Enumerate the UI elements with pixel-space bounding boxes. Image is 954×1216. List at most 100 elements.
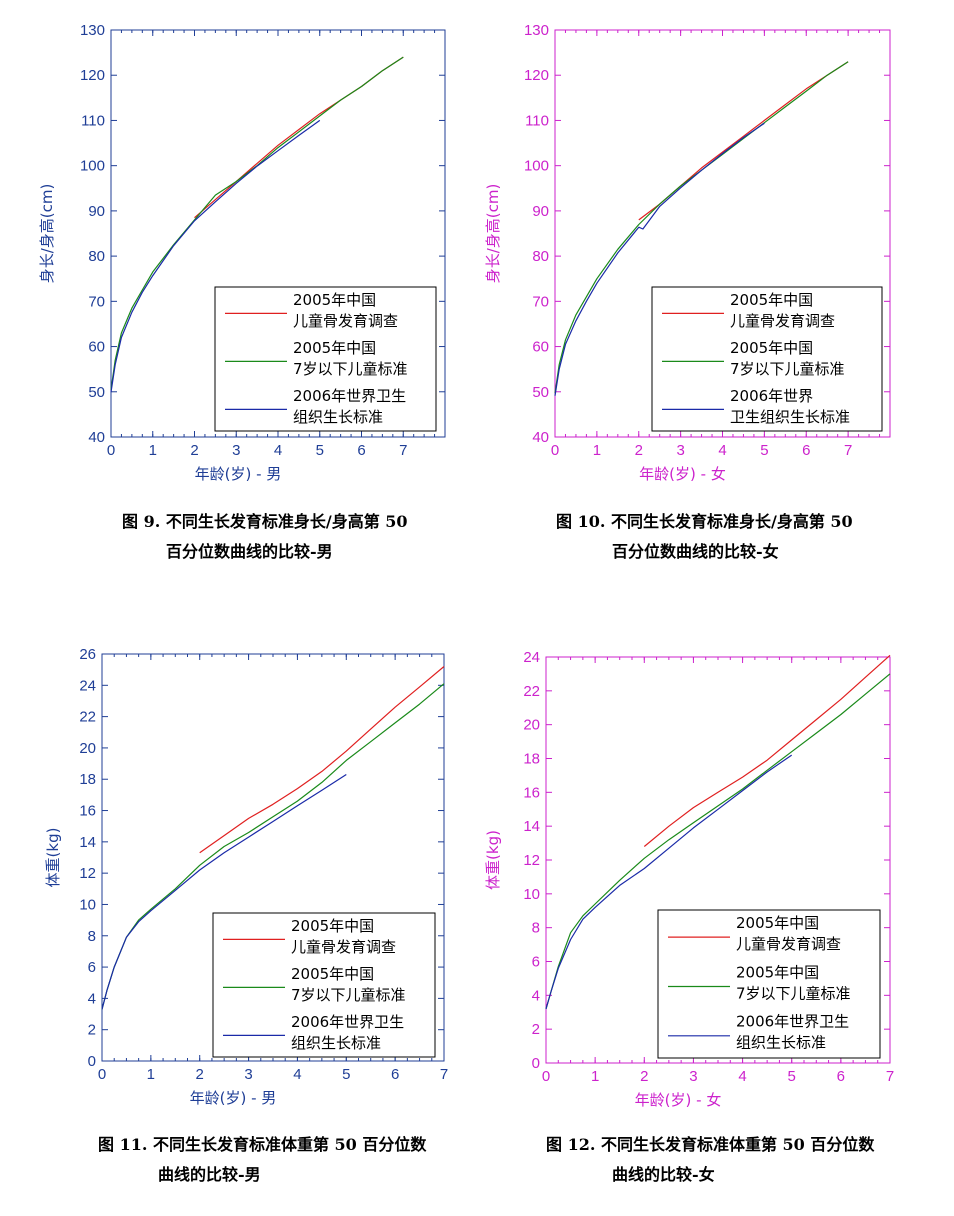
legend-label: 2005年中国 (736, 914, 819, 932)
y-tick-label: 10 (79, 896, 96, 913)
y-tick-label: 24 (523, 649, 540, 666)
legend: 2005年中国儿童骨发育调查2005年中国7岁以下儿童标准2006年世界卫生组织… (214, 286, 437, 432)
x-tick-label: 2 (640, 1068, 648, 1085)
figure-caption-line: 图 12. 不同生长发育标准体重第 50 百分位数 (546, 1135, 875, 1154)
y-tick-label: 80 (532, 248, 549, 265)
x-tick-label: 4 (738, 1068, 746, 1085)
y-tick-label: 8 (532, 920, 540, 937)
y-tick-label: 16 (523, 784, 540, 801)
y-tick-label: 10 (523, 886, 540, 903)
legend-label: 7岁以下儿童标准 (291, 986, 406, 1004)
series-line-blue (110, 119, 321, 393)
y-tick-label: 4 (88, 990, 96, 1007)
series-line-red (199, 666, 445, 854)
legend-label: 组织生长标准 (736, 1034, 826, 1052)
y-axis-label: 身长/身高(cm) (38, 184, 56, 284)
x-tick-label: 7 (399, 442, 407, 459)
x-tick-label: 0 (551, 442, 559, 459)
y-tick-label: 2 (88, 1022, 96, 1039)
x-tick-label: 4 (274, 442, 282, 459)
y-tick-label: 20 (79, 740, 96, 757)
x-tick-label: 0 (98, 1066, 106, 1083)
y-tick-label: 60 (532, 339, 549, 356)
series-line-blue (101, 773, 347, 1010)
legend-label: 儿童骨发育调查 (730, 312, 835, 330)
x-tick-label: 3 (244, 1066, 252, 1083)
legend-label: 2005年中国 (736, 963, 819, 981)
y-tick-label: 100 (80, 158, 105, 175)
x-tick-label: 5 (342, 1066, 350, 1083)
chart-2: 0 1 2 3 4 5 6 74050607080901001101201302005年中国儿… (484, 22, 891, 561)
legend-label: 儿童骨发育调查 (293, 312, 398, 330)
x-tick-label: 0 (542, 1068, 550, 1085)
x-axis-label: 年龄(岁) - 男 (190, 1089, 277, 1107)
x-axis-label: 年龄(岁) - 女 (639, 465, 726, 483)
y-tick-label: 18 (79, 771, 96, 788)
x-tick-label: 5 (788, 1068, 796, 1085)
x-tick-label: 0 (107, 442, 115, 459)
y-axis-label: 体重(kg) (44, 828, 62, 888)
y-tick-label: 110 (525, 112, 549, 129)
y-axis-label: 体重(kg) (484, 830, 502, 890)
x-tick-label: 2 (190, 442, 198, 459)
legend-label: 2006年世界卫生 (736, 1013, 849, 1031)
legend-label: 7岁以下儿童标准 (736, 984, 851, 1002)
legend-label: 2005年中国 (730, 339, 813, 357)
legend-label: 2005年中国 (730, 291, 813, 309)
y-tick-label: 100 (524, 158, 549, 175)
figure-caption-line: 图 11. 不同生长发育标准体重第 50 百分位数 (98, 1135, 427, 1154)
figure-caption-line: 图 10. 不同生长发育标准身长/身高第 50 (556, 512, 853, 531)
x-tick-label: 2 (635, 442, 643, 459)
y-tick-label: 18 (523, 751, 540, 768)
x-tick-label: 1 (593, 442, 601, 459)
legend-box (651, 286, 883, 432)
x-tick-label: 1 (147, 1066, 155, 1083)
x-tick-label: 5 (316, 442, 324, 459)
y-tick-label: 22 (523, 683, 540, 700)
minor-ticks (545, 657, 891, 1063)
y-tick-label: 12 (523, 852, 540, 869)
series-line-red (194, 56, 404, 219)
legend-box (657, 909, 881, 1059)
y-tick-label: 22 (79, 709, 96, 726)
series-line-blue (545, 754, 793, 1010)
legend-label: 2005年中国 (291, 965, 374, 983)
y-tick-label: 0 (532, 1055, 540, 1072)
legend: 2005年中国儿童骨发育调查2005年中国7岁以下儿童标准2006年世界卫生组织… (212, 912, 436, 1058)
legend-label: 2005年中国 (293, 339, 376, 357)
x-tick-label: 1 (149, 442, 157, 459)
legend-box (212, 912, 436, 1058)
legend-label: 7岁以下儿童标准 (293, 360, 408, 378)
y-tick-label: 16 (79, 803, 96, 820)
x-tick-label: 3 (232, 442, 240, 459)
x-axis-label: 年龄(岁) - 男 (195, 465, 282, 483)
x-tick-label: 7 (844, 442, 852, 459)
y-tick-label: 70 (532, 293, 549, 310)
series-line-red (643, 654, 891, 847)
x-tick-label: 4 (293, 1066, 301, 1083)
x-axis-label: 年龄(岁) - 女 (635, 1091, 722, 1109)
legend-label: 2005年中国 (293, 291, 376, 309)
figure-caption-line: 百分位数曲线的比较-女 (612, 542, 779, 561)
y-tick-label: 2 (532, 1021, 540, 1038)
figure-caption-line: 曲线的比较-男 (158, 1165, 261, 1184)
chart-3: 0 1 2 3 4 5 6 7024681012141618202224262005年中国儿童… (44, 646, 448, 1184)
y-tick-label: 14 (523, 818, 540, 835)
y-tick-label: 24 (79, 677, 96, 694)
y-tick-label: 50 (532, 384, 549, 401)
legend-label: 儿童骨发育调查 (736, 935, 841, 953)
chart-1: 0 1 2 3 4 5 6 74050607080901001101201302005年中国儿… (38, 22, 446, 561)
y-tick-label: 80 (88, 248, 105, 265)
series-line-green (554, 61, 849, 394)
y-tick-label: 120 (524, 67, 549, 84)
y-tick-label: 90 (88, 203, 105, 220)
y-tick-label: 70 (88, 293, 105, 310)
y-tick-label: 130 (524, 22, 549, 39)
y-tick-label: 12 (79, 865, 96, 882)
y-tick-label: 110 (81, 112, 105, 129)
series-line-blue (554, 122, 765, 396)
legend-label: 2006年世界卫生 (291, 1013, 404, 1031)
y-tick-label: 4 (532, 987, 540, 1004)
y-tick-label: 6 (88, 959, 96, 976)
